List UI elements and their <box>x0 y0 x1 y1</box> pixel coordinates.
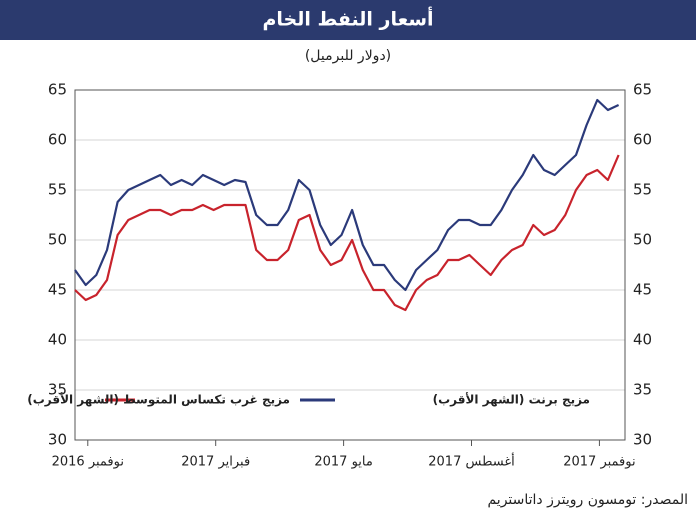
x-tick-label: أغسطس 2017 <box>428 453 514 470</box>
y-tick-label: 60 <box>48 131 67 149</box>
x-tick-label: نوفمبر 2017 <box>563 455 635 470</box>
y-tick-label: 55 <box>48 181 67 199</box>
title-bar <box>0 0 696 40</box>
y-tick-label: 35 <box>48 381 67 399</box>
legend-label: مزيج غرب تكساس المتوسط (الشهر الأقرب) <box>27 392 290 408</box>
source-note: المصدر: تومسون رويترز داتاستريم <box>487 492 688 508</box>
y-tick-label-right: 50 <box>633 231 652 249</box>
chart-subtitle: (دولار للبرميل) <box>305 48 391 64</box>
y-tick-label-right: 45 <box>633 281 652 299</box>
y-tick-label-right: 40 <box>633 331 652 349</box>
y-tick-label-right: 60 <box>633 131 652 149</box>
legend-label: مزيج برنت (الشهر الأقرب) <box>433 392 590 407</box>
y-tick-label: 45 <box>48 281 67 299</box>
x-tick-label: فبراير 2017 <box>181 455 250 470</box>
y-tick-label: 50 <box>48 231 67 249</box>
y-tick-label: 40 <box>48 331 67 349</box>
y-tick-label: 30 <box>48 431 67 449</box>
y-tick-label: 65 <box>48 81 67 99</box>
y-tick-label-right: 30 <box>633 431 652 449</box>
y-tick-label-right: 35 <box>633 381 652 399</box>
series-line <box>74 98 620 292</box>
y-tick-label-right: 55 <box>633 181 652 199</box>
y-tick-label-right: 65 <box>633 81 652 99</box>
series-line <box>74 154 620 312</box>
x-tick-label: نوفمبر 2016 <box>52 455 124 470</box>
chart-title: أسعار النفط الخام <box>262 7 433 31</box>
x-tick-label: مايو 2017 <box>314 455 372 470</box>
plot-frame <box>74 89 626 441</box>
